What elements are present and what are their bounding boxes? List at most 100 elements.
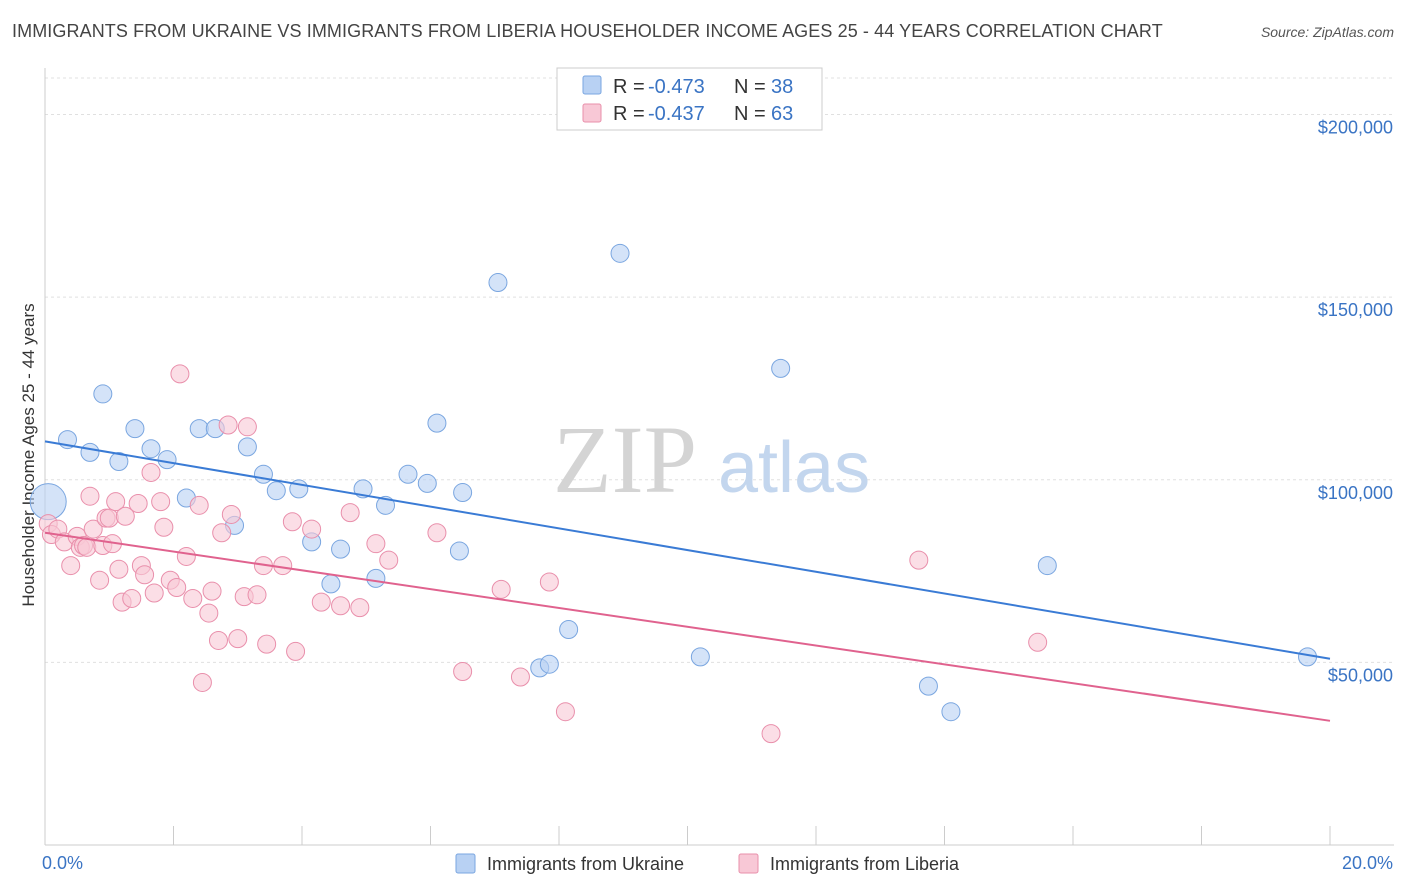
point-liberia [427, 523, 447, 543]
point-ukraine [125, 419, 145, 439]
point-ukraine [449, 541, 469, 561]
point-liberia [202, 581, 222, 601]
legend-top: R = -0.473 N = 38 R = -0.437 N = 63 [556, 67, 823, 131]
y-axis-label: Householder Income Ages 25 - 44 years [19, 303, 38, 606]
point-liberia [189, 495, 209, 515]
point-ukraine [237, 437, 257, 457]
point-ukraine [610, 243, 630, 263]
legend-swatch-ukraine [582, 75, 602, 95]
y-tick-label: $50,000 [1328, 665, 1393, 685]
source-label: Source: ZipAtlas.com [1260, 24, 1394, 40]
point-liberia [331, 596, 351, 616]
point-liberia [109, 559, 129, 579]
point-liberia [350, 598, 370, 618]
point-liberia [555, 702, 575, 722]
y-tick-labels: $50,000 $100,000 $150,000 $200,000 [1318, 118, 1393, 686]
point-ukraine [366, 568, 386, 588]
point-ukraine [321, 574, 341, 594]
x-tick-label-max: 20.0% [1342, 853, 1393, 873]
point-liberia [286, 641, 306, 661]
legend-n-value-ukraine: 38 [771, 76, 793, 98]
trend-line-ukraine [44, 440, 1331, 660]
point-liberia [83, 519, 103, 539]
point-ukraine [771, 358, 791, 378]
watermark-atlas: atlas [718, 428, 870, 508]
point-liberia [366, 534, 386, 554]
point-liberia [192, 672, 212, 692]
point-liberia [122, 588, 142, 608]
point-liberia [379, 550, 399, 570]
point-ukraine [331, 539, 351, 559]
point-liberia [99, 508, 119, 528]
bottom-legend-swatch-liberia [738, 853, 759, 874]
point-ukraine [141, 439, 161, 459]
point-liberia [170, 364, 190, 384]
y-tick-label: $200,000 [1318, 118, 1393, 138]
point-liberia [183, 588, 203, 608]
point-liberia [302, 519, 322, 539]
point-liberia [106, 492, 126, 512]
point-liberia [1028, 632, 1048, 652]
watermark: ZIP atlas [553, 406, 870, 513]
point-liberia [311, 592, 331, 612]
point-liberia [115, 506, 135, 526]
point-liberia [282, 512, 302, 532]
point-liberia [491, 579, 511, 599]
point-ukraine [109, 452, 129, 471]
point-liberia [128, 494, 148, 514]
point-liberia [61, 556, 81, 576]
point-liberia [135, 565, 155, 585]
point-liberia [909, 550, 929, 570]
legend-swatch-liberia [582, 103, 602, 123]
legend-bottom: Immigrants from Ukraine Immigrants from … [455, 853, 960, 874]
x-tick-label-min: 0.0% [42, 853, 83, 873]
point-ukraine [157, 450, 177, 470]
point-liberia [510, 667, 530, 687]
point-ukraine [539, 654, 559, 674]
point-liberia [167, 578, 187, 598]
point-liberia [77, 537, 97, 557]
point-liberia [221, 504, 241, 524]
point-ukraine [559, 620, 579, 640]
point-ukraine [488, 273, 508, 293]
point-liberia [154, 517, 174, 537]
legend-n-label-liberia: N = [734, 103, 766, 125]
point-liberia [151, 492, 171, 512]
trend-lines [44, 440, 1331, 722]
point-liberia [218, 415, 238, 435]
point-ukraine [376, 495, 396, 515]
point-liberia [340, 503, 360, 523]
point-liberia [237, 417, 257, 437]
bottom-legend-label-ukraine: Immigrants from Ukraine [487, 854, 684, 874]
data-points [29, 243, 1318, 744]
bottom-legend-swatch-ukraine [455, 853, 476, 874]
legend-n-value-liberia: 63 [771, 103, 793, 125]
legend-r-label-ukraine: R = [613, 76, 645, 98]
point-liberia [257, 634, 277, 654]
point-liberia [176, 546, 196, 566]
point-ukraine [427, 413, 447, 433]
axes [44, 68, 1394, 846]
point-ukraine [253, 464, 273, 484]
trend-line-liberia [44, 531, 1331, 722]
point-liberia [141, 462, 161, 482]
point-liberia [212, 523, 232, 543]
legend-r-value-ukraine: -0.473 [648, 76, 705, 98]
legend-n-label-ukraine: N = [734, 76, 766, 98]
point-liberia [144, 583, 164, 603]
legend-r-label-liberia: R = [613, 103, 645, 125]
point-liberia [761, 724, 781, 744]
point-liberia [208, 630, 228, 650]
point-liberia [453, 662, 473, 682]
legend-r-value-liberia: -0.437 [648, 103, 705, 125]
point-ukraine [266, 481, 286, 501]
point-liberia [90, 570, 110, 590]
y-tick-label: $100,000 [1318, 483, 1393, 503]
chart-title: IMMIGRANTS FROM UKRAINE VS IMMIGRANTS FR… [12, 21, 1163, 41]
point-liberia [80, 486, 100, 506]
point-ukraine [690, 647, 710, 667]
x-tick-labels: 0.0% 20.0% [42, 853, 1393, 873]
point-liberia [199, 603, 219, 623]
point-ukraine [417, 473, 437, 493]
